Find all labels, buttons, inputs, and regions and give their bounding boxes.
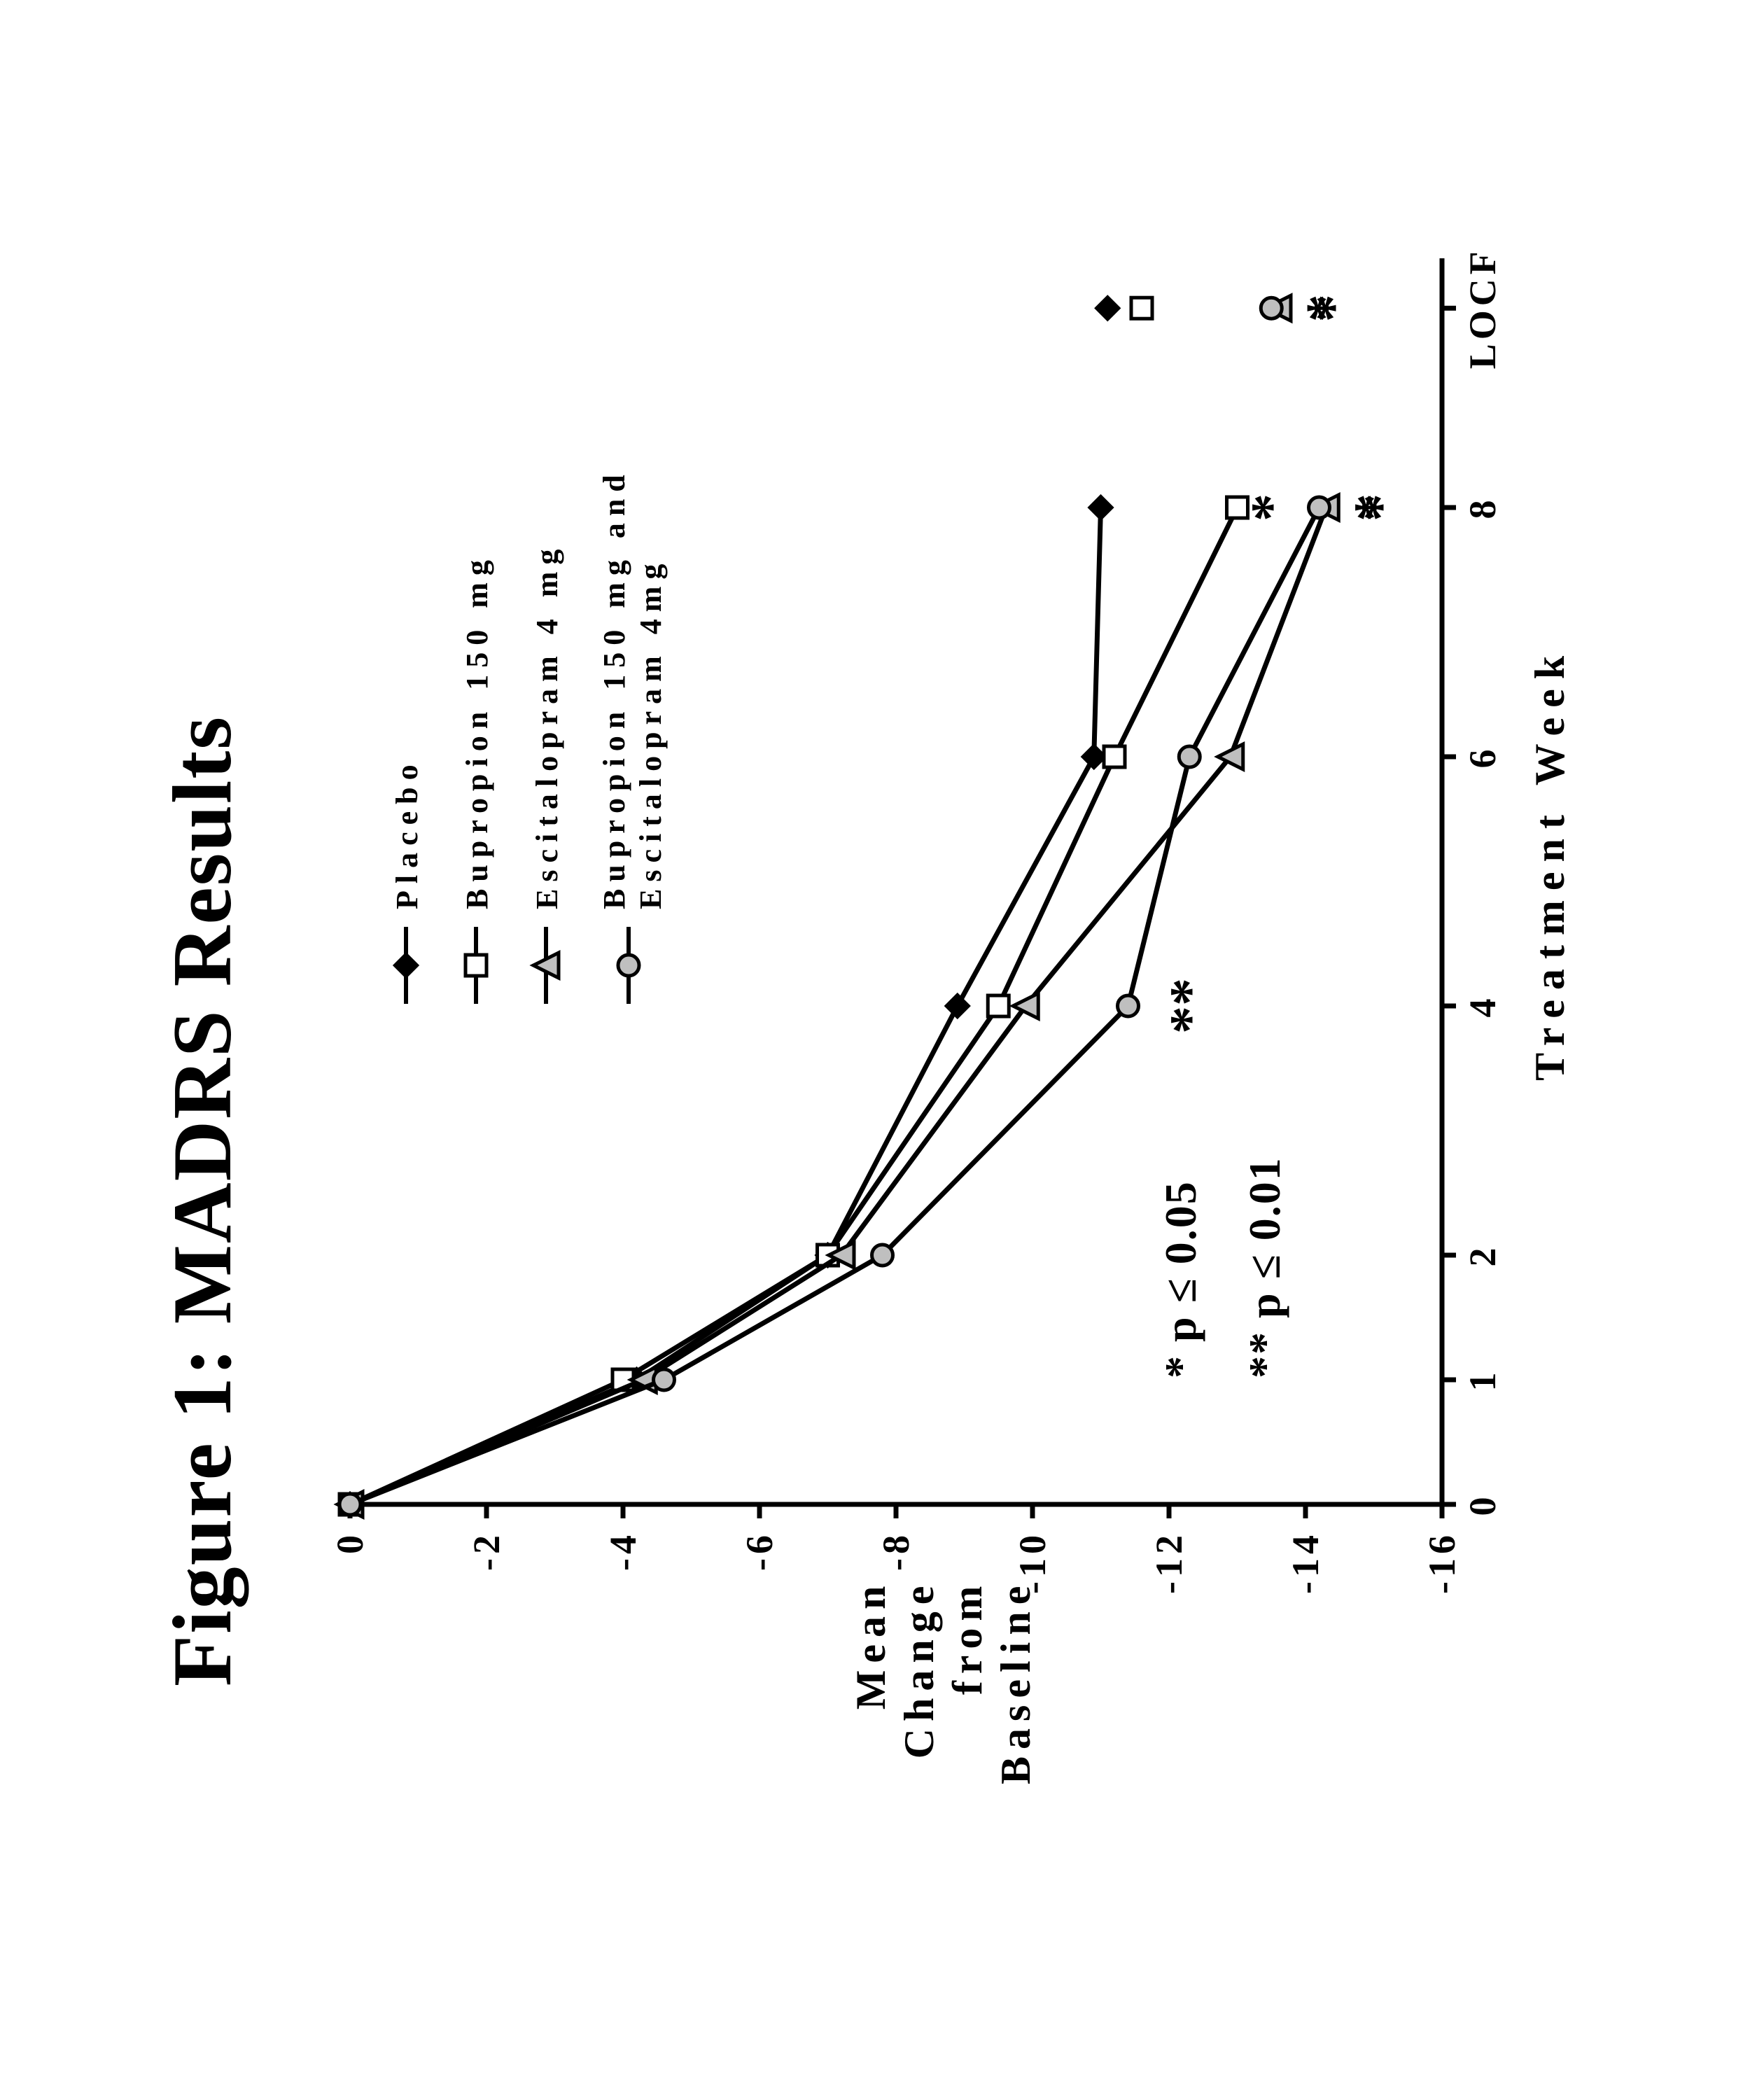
- svg-text:**: **: [1160, 978, 1222, 1034]
- svg-text:-12: -12: [1148, 1531, 1190, 1594]
- svg-text:2: 2: [1462, 1243, 1504, 1266]
- svg-text:8: 8: [1462, 496, 1504, 519]
- svg-text:LOCF: LOCF: [1462, 247, 1504, 369]
- svg-text:Bupropion 150 mg: Bupropion 150 mg: [460, 553, 494, 909]
- svg-text:Bupropion 150 mg and: Bupropion 150 mg and: [597, 468, 631, 909]
- svg-text:Escitalopram 4mg: Escitalopram 4mg: [634, 557, 668, 909]
- svg-text:0: 0: [329, 1531, 371, 1554]
- svg-text:*: *: [1241, 494, 1303, 522]
- svg-text:-4: -4: [602, 1531, 644, 1571]
- svg-text:1: 1: [1462, 1368, 1504, 1391]
- svg-text:6: 6: [1462, 745, 1504, 768]
- svg-text:*: *: [1303, 294, 1364, 322]
- svg-text:-8: -8: [875, 1531, 917, 1571]
- svg-text:*: *: [1351, 494, 1413, 522]
- svg-text:-10: -10: [1011, 1531, 1054, 1594]
- significance-note-2: ** p ≤ 0.01: [1239, 1156, 1291, 1378]
- page: Figure 1: MADRS Results Mean Change from…: [0, 0, 1764, 2084]
- svg-text:-2: -2: [465, 1531, 507, 1571]
- significance-note-1: * p ≤ 0.05: [1155, 1180, 1207, 1378]
- svg-text:-6: -6: [738, 1531, 780, 1571]
- svg-text:4: 4: [1462, 994, 1504, 1017]
- svg-text:-16: -16: [1421, 1531, 1463, 1594]
- svg-text:Placebo: Placebo: [390, 757, 424, 909]
- svg-text:0: 0: [1462, 1492, 1504, 1516]
- x-axis-label: Treatment Week: [1526, 645, 1574, 1080]
- chart-svg: 0-2-4-6-8-10-12-14-16012468LOCF*******Pl…: [112, 132, 1652, 1952]
- svg-text:-14: -14: [1284, 1531, 1326, 1594]
- rotated-figure-wrapper: Figure 1: MADRS Results Mean Change from…: [112, 132, 1652, 1952]
- svg-text:Escitalopram 4 mg: Escitalopram 4 mg: [530, 542, 564, 909]
- figure: Figure 1: MADRS Results Mean Change from…: [112, 132, 1652, 1952]
